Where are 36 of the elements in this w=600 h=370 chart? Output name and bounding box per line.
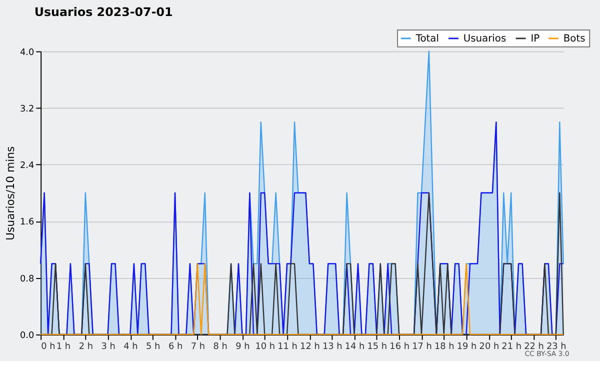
x-tick-label: 15 h bbox=[367, 342, 388, 352]
x-tick-label: 7 h bbox=[190, 342, 205, 352]
chart-title: Usuarios 2023-07-01 bbox=[34, 5, 173, 20]
legend-label: Bots bbox=[563, 33, 586, 44]
x-tick-label: 6 h bbox=[168, 342, 183, 352]
x-tick-label: 3 h bbox=[101, 342, 116, 352]
x-tick-label: 22 h bbox=[524, 342, 544, 352]
y-tick-label: 0.0 bbox=[20, 330, 34, 341]
y-axis-title: Usuarios/10 mins bbox=[4, 146, 18, 240]
x-tick-label: 9 h bbox=[236, 342, 250, 352]
x-tick-label: 2 h bbox=[78, 342, 93, 352]
x-tick-label: 20 h bbox=[479, 342, 500, 352]
x-tick-label: 8 h bbox=[213, 342, 228, 352]
x-tick-label: 0 h bbox=[41, 342, 56, 352]
y-tick-label: 3.2 bbox=[20, 104, 34, 114]
x-tick-label: 11 h bbox=[278, 342, 298, 352]
y-tick-label: 0.8 bbox=[20, 274, 34, 284]
x-tick-label: 13 h bbox=[322, 342, 342, 352]
y-tick-label: 1.6 bbox=[20, 218, 34, 228]
x-tick-label: 17 h bbox=[412, 342, 432, 352]
x-tick-label: 5 h bbox=[146, 342, 160, 352]
x-tick-label: 21 h bbox=[502, 342, 522, 352]
x-tick-label: 19 h bbox=[456, 342, 477, 352]
y-tick-label: 2.4 bbox=[20, 161, 34, 172]
y-tick-label: 4.0 bbox=[20, 48, 34, 58]
legend-label: IP bbox=[530, 33, 540, 44]
legend-label: Total bbox=[414, 33, 439, 44]
x-tick-label: 14 h bbox=[344, 342, 365, 352]
legend-label: Usuarios bbox=[463, 33, 506, 44]
x-tick-label: 10 h bbox=[255, 342, 276, 352]
x-tick-label: 23 h bbox=[546, 342, 566, 352]
x-tick-label: 4 h bbox=[124, 342, 138, 352]
x-tick-label: 16 h bbox=[390, 342, 410, 352]
x-tick-label: 18 h bbox=[434, 342, 454, 352]
x-tick-label: 1 h bbox=[56, 342, 71, 352]
x-tick-label: 12 h bbox=[300, 342, 320, 352]
